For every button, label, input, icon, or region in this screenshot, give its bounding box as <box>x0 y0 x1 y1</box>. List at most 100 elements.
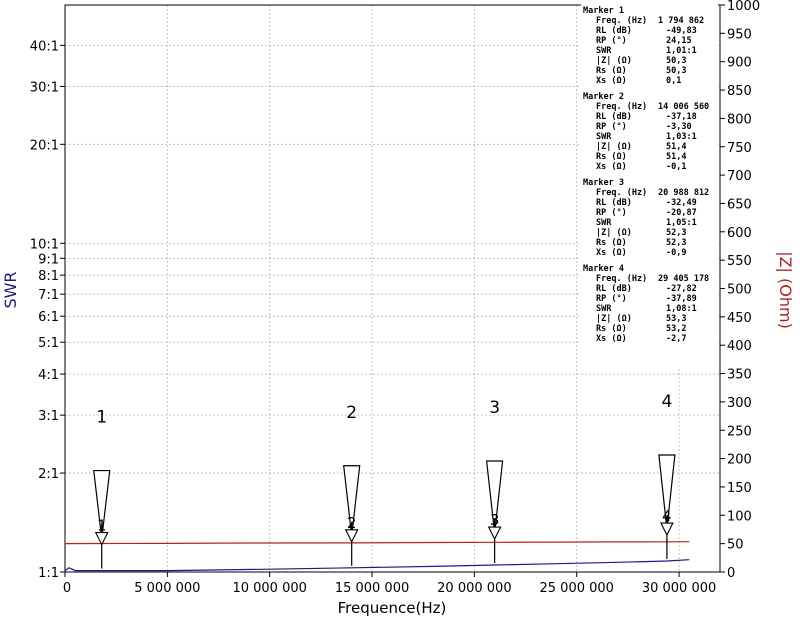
marker-info-1-key-0: Freq. (Hz) <box>596 16 647 26</box>
x-tick-label-0: 0 <box>63 581 71 596</box>
marker-info-1-key-2: RP (°) <box>596 36 627 46</box>
marker-4-label: 4 <box>661 392 672 412</box>
marker-info-3-key-3: SWR <box>596 218 612 228</box>
marker-info-3-key-0: Freq. (Hz) <box>596 188 647 198</box>
left-tick-label-1: 2:1 <box>38 467 59 482</box>
marker-3: 33 <box>485 398 504 564</box>
marker-info-2-header: Marker 2 <box>583 92 624 102</box>
marker-info-2-key-1: RL (dB) <box>596 112 632 122</box>
marker-1: 11 <box>93 408 111 569</box>
marker-info-3-header: Marker 3 <box>583 178 624 188</box>
x-tick-label-4: 20 000 000 <box>437 581 511 596</box>
swr-series-line <box>64 559 690 572</box>
marker-info-1-key-6: Xs (Ω) <box>596 76 627 86</box>
right-tick-label-9: 450 <box>727 311 752 326</box>
x-axis-ticks: 0 5 000 000 10 000 000 15 000 000 20 000 000… <box>63 572 716 596</box>
left-tick-label-8: 9:1 <box>38 252 59 267</box>
marker-info-1-value-3: 1,01:1 <box>666 46 697 56</box>
marker-info-3-key-4: |Z| (Ω) <box>596 228 632 238</box>
left-axis-ticks: 1:1 2:1 3:1 4:1 5:1 6:1 7:1 8:1 9:110:1 20:1 30:1 4… <box>30 39 65 581</box>
marker-info-4-value-4: 53,3 <box>666 314 686 324</box>
marker-1-arrowhead <box>94 532 109 546</box>
x-axis-title: Frequence(Hz) <box>338 599 447 617</box>
right-tick-label-4: 200 <box>727 453 752 468</box>
marker-info-4-key-6: Xs (Ω) <box>596 334 627 344</box>
marker-info-4-value-3: 1,08:1 <box>666 304 697 314</box>
right-tick-label-11: 550 <box>727 254 752 269</box>
marker-info-1-value-4: 50,3 <box>666 56 686 66</box>
left-axis-title: SWR <box>1 271 20 308</box>
x-tick-label-5: 25 000 000 <box>540 581 614 596</box>
right-tick-label-5: 250 <box>727 424 752 439</box>
marker-info-3-key-6: Xs (Ω) <box>596 248 627 258</box>
marker-info-3-key-2: RP (°) <box>596 208 627 218</box>
marker-1-label: 1 <box>96 408 107 428</box>
x-tick-label-2: 10 000 000 <box>232 581 306 596</box>
left-tick-label-2: 3:1 <box>38 409 59 424</box>
marker-info-1-key-1: RL (dB) <box>596 26 632 36</box>
right-tick-label-14: 700 <box>727 169 752 184</box>
marker-info-4-key-3: SWR <box>596 304 612 314</box>
marker-1-inner-label: 1 <box>97 517 107 535</box>
left-tick-label-0: 1:1 <box>38 566 59 581</box>
marker-info-2-value-1: -37,18 <box>666 112 697 122</box>
left-tick-label-6: 7:1 <box>38 288 59 303</box>
marker-info-1-value-5: 50,3 <box>666 66 686 76</box>
marker-info-2-value-5: 51,4 <box>666 152 686 162</box>
marker-info-1-header: Marker 1 <box>583 6 624 16</box>
right-tick-label-6: 300 <box>727 396 752 411</box>
marker-info-3-value-6: -0,9 <box>666 248 686 258</box>
right-tick-label-7: 350 <box>727 368 752 383</box>
right-tick-label-13: 650 <box>727 197 752 212</box>
left-tick-label-11: 30:1 <box>30 80 59 95</box>
marker-info-1-value-6: 0,1 <box>666 76 681 86</box>
marker-info-4-key-4: |Z| (Ω) <box>596 314 632 324</box>
right-axis-title: |Z| (Ohm) <box>776 251 795 329</box>
marker-1-pointer <box>93 469 111 539</box>
left-tick-label-4: 5:1 <box>38 336 59 351</box>
right-tick-label-20: 1000 <box>727 0 760 14</box>
marker-info-2-value-0: 14 006 560 <box>658 102 709 112</box>
right-tick-label-18: 900 <box>727 56 752 71</box>
x-tick-label-3: 15 000 000 <box>335 581 409 596</box>
marker-info-4-value-1: -27,82 <box>666 284 697 294</box>
right-tick-label-8: 400 <box>727 339 752 354</box>
marker-info-background <box>581 4 718 369</box>
marker-info-4-header: Marker 4 <box>583 264 624 274</box>
marker-info-3-value-2: -20,87 <box>666 208 697 218</box>
marker-2-pointer <box>343 465 361 536</box>
marker-info-2-value-6: -0,1 <box>666 162 686 172</box>
marker-info-2-key-2: RP (°) <box>596 122 627 132</box>
left-tick-label-7: 8:1 <box>38 269 59 284</box>
marker-info-4-key-2: RP (°) <box>596 294 627 304</box>
marker-info-3-value-1: -32,49 <box>666 198 697 208</box>
marker-info-3-value-3: 1,05:1 <box>666 218 697 228</box>
marker-info-3-key-1: RL (dB) <box>596 198 632 208</box>
marker-info-2-value-2: -3,30 <box>666 122 692 132</box>
marker-info-4-key-5: Rs (Ω) <box>596 324 627 334</box>
marker-info-4-value-2: -37,89 <box>666 294 697 304</box>
marker-info-1-key-5: Rs (Ω) <box>596 66 627 76</box>
right-tick-label-0: 0 <box>727 566 735 581</box>
marker-2-label: 2 <box>346 403 357 423</box>
marker-info-3-value-4: 52,3 <box>666 228 686 238</box>
marker-info-2-key-6: Xs (Ω) <box>596 162 627 172</box>
marker-4-pointer <box>658 454 676 530</box>
marker-2-arrowhead <box>344 529 359 544</box>
marker-info-1-key-3: SWR <box>596 46 612 56</box>
series-lines <box>64 541 690 572</box>
marker-info-2-key-4: |Z| (Ω) <box>596 142 632 152</box>
left-tick-label-9: 10:1 <box>30 237 59 252</box>
marker-info-2-key-5: Rs (Ω) <box>596 152 627 162</box>
marker-info-1-value-1: -49,83 <box>666 26 697 36</box>
right-tick-label-16: 800 <box>727 112 752 127</box>
marker-info-2-value-3: 1,03:1 <box>666 132 697 142</box>
marker-4: 44 <box>658 392 676 560</box>
marker-info-4-value-6: -2,7 <box>666 334 686 344</box>
marker-info-4-value-5: 53,2 <box>666 324 686 334</box>
